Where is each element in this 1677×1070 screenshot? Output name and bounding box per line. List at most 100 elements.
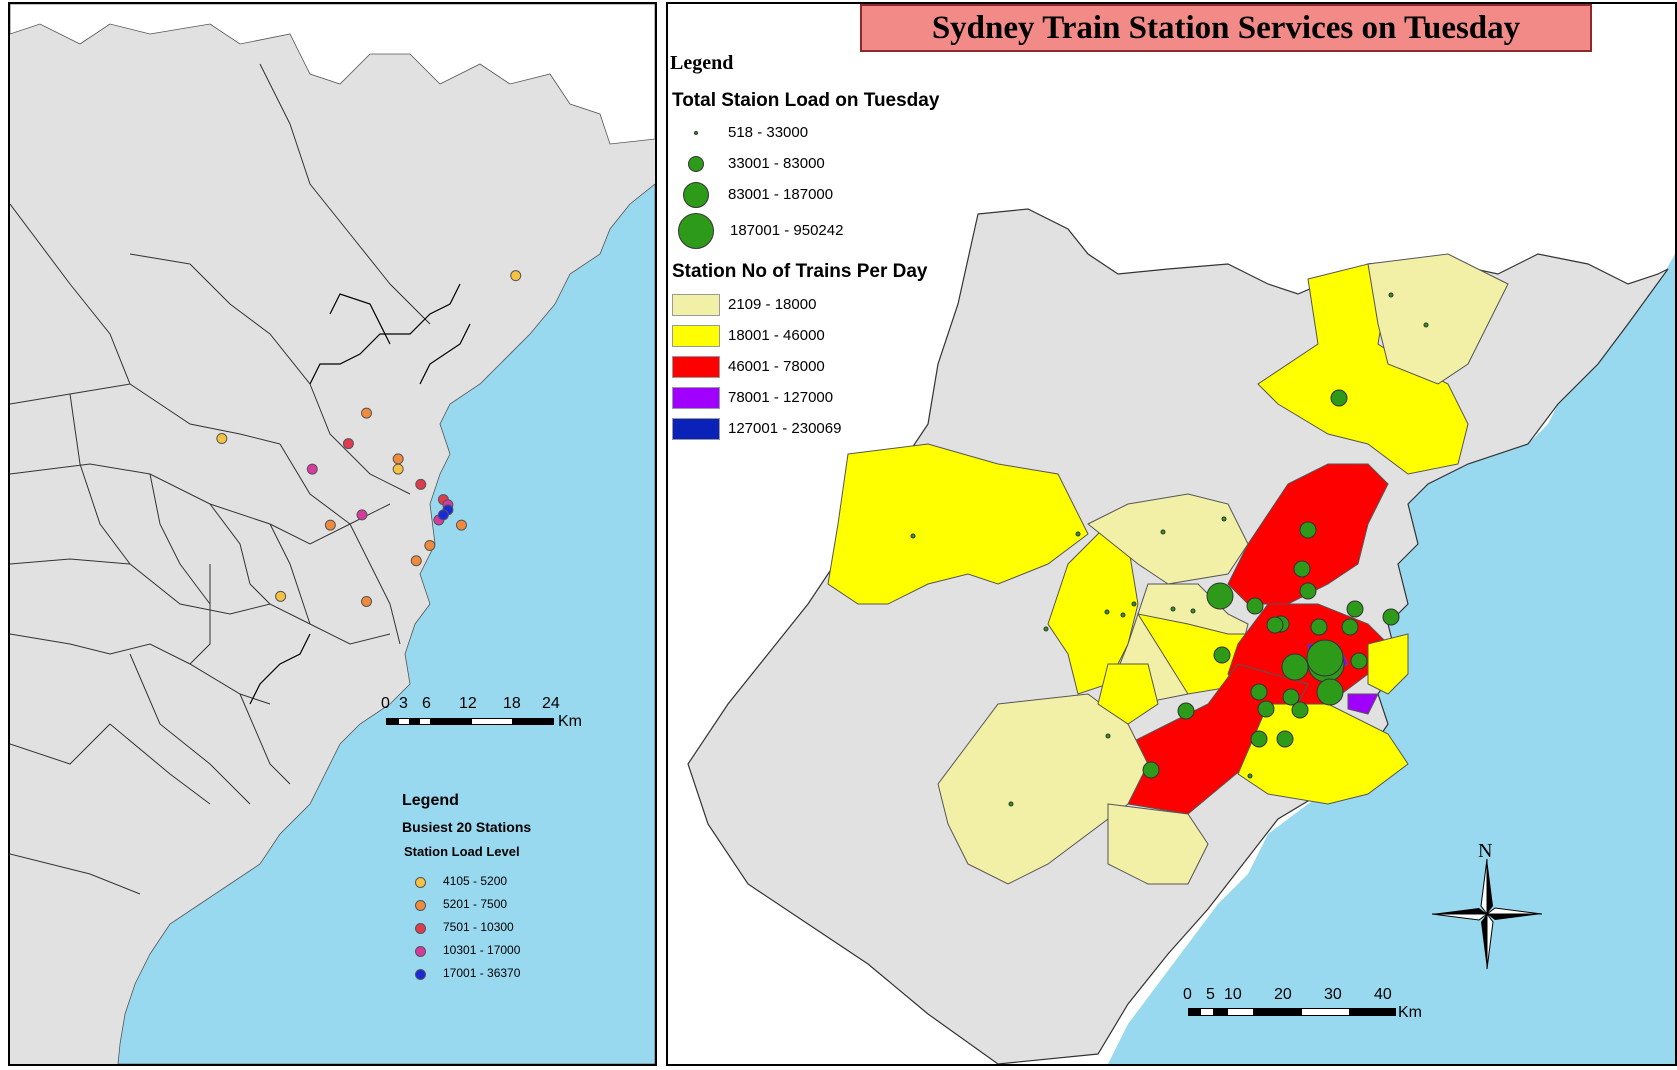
legend-swatch <box>415 900 426 911</box>
station-load-marker <box>1104 609 1110 615</box>
load-legend-symbol <box>678 213 714 249</box>
left-scale-unit: Km <box>558 713 582 730</box>
station-load-marker <box>1293 560 1311 578</box>
station-load-marker <box>1131 601 1137 607</box>
station-marker <box>356 509 368 521</box>
station-marker <box>324 519 336 531</box>
station-load-marker <box>1423 322 1429 328</box>
station-marker <box>392 463 404 475</box>
trains-legend-label: 18001 - 46000 <box>728 327 825 344</box>
station-load-marker <box>1291 701 1309 719</box>
legend-label: 7501 - 10300 <box>443 920 514 934</box>
legend-swatch <box>415 877 426 888</box>
region-polygon <box>1237 703 1409 805</box>
right-scale-tick-3: 20 <box>1274 986 1292 1003</box>
right-legend-heading: Legend <box>670 52 734 74</box>
station-load-marker <box>1177 702 1195 720</box>
station-marker <box>437 509 449 521</box>
right-stations <box>910 292 1429 807</box>
station-load-marker <box>1213 646 1231 664</box>
station-load-marker <box>1246 597 1264 615</box>
station-load-marker <box>1310 618 1328 636</box>
station-load-marker <box>1350 652 1368 670</box>
station-marker <box>415 478 427 490</box>
sea-area <box>1108 254 1675 1064</box>
station-load-marker <box>1160 529 1166 535</box>
trains-legend-swatch <box>672 294 720 316</box>
right-scale-unit: Km <box>1398 1004 1422 1021</box>
load-legend-title: Total Staion Load on Tuesday <box>672 90 940 111</box>
legend-label: 17001 - 36370 <box>443 966 521 980</box>
legend-label: 5201 - 7500 <box>443 897 508 911</box>
station-load-marker <box>1170 606 1176 612</box>
station-load-marker <box>1266 616 1284 634</box>
load-legend-label: 518 - 33000 <box>728 124 809 141</box>
lga-boundaries <box>10 63 431 895</box>
left-legend-heading: Legend <box>402 792 459 809</box>
right-scale-tick-5: 40 <box>1374 986 1392 1003</box>
station-load-marker <box>1206 582 1234 610</box>
left-scale-tick-5: 24 <box>542 695 560 712</box>
left-scale-tick-3: 12 <box>459 695 477 712</box>
left-scale-tick-4: 18 <box>503 695 521 712</box>
load-legend-symbol <box>694 131 698 135</box>
station-load-marker <box>1120 612 1126 618</box>
right-scale-tick-1: 5 <box>1206 986 1215 1003</box>
station-load-marker <box>1341 618 1359 636</box>
station-marker <box>410 555 422 567</box>
region-polygon <box>827 443 1089 605</box>
station-load-marker <box>1330 389 1348 407</box>
region-polygon <box>1367 633 1409 695</box>
right-scale-tick-4: 30 <box>1324 986 1342 1003</box>
load-legend-symbol <box>683 182 709 208</box>
left-map <box>10 4 655 1064</box>
trains-legend-swatch <box>672 325 720 347</box>
station-load-marker <box>1299 521 1317 539</box>
left-scale-tick-1: 3 <box>399 695 408 712</box>
legend-label: 10301 - 17000 <box>443 943 521 957</box>
left-map-panel: 0 3 6 12 18 24 Km Legend Busiest 20 Stat… <box>8 2 657 1066</box>
station-marker <box>275 590 287 602</box>
legend-swatch <box>415 923 426 934</box>
station-load-marker <box>1221 516 1227 522</box>
load-legend-label: 187001 - 950242 <box>730 222 844 239</box>
left-scale-tick-0: 0 <box>381 695 390 712</box>
region-polygon <box>1347 693 1379 715</box>
station-load-marker <box>1250 683 1268 701</box>
trains-legend-label: 78001 - 127000 <box>728 389 834 406</box>
region-polygon <box>1367 253 1509 385</box>
right-scale-tick-0: 0 <box>1183 986 1192 1003</box>
station-marker <box>392 453 404 465</box>
right-scale-bar <box>1188 1008 1396 1016</box>
map-title: Sydney Train Station Services on Tuesday <box>860 4 1592 52</box>
station-load-marker <box>1282 688 1300 706</box>
station-load-marker <box>1250 730 1268 748</box>
region-polygon <box>1097 663 1159 725</box>
station-marker <box>361 595 373 607</box>
trains-legend-title: Station No of Trains Per Day <box>672 261 928 282</box>
station-load-marker <box>1190 608 1196 614</box>
left-legend-subheading: Busiest 20 Stations <box>402 819 532 835</box>
legend-swatch <box>415 969 426 980</box>
land-north-boundary <box>10 4 655 145</box>
trains-legend-label: 127001 - 230069 <box>728 420 842 437</box>
trains-legend-swatch <box>672 387 720 409</box>
station-load-marker <box>1247 773 1253 779</box>
station-load-marker <box>1346 600 1364 618</box>
station-marker <box>342 438 354 450</box>
station-marker <box>361 407 373 419</box>
station-load-marker <box>1299 582 1317 600</box>
trains-legend-label: 46001 - 78000 <box>728 358 825 375</box>
station-marker <box>455 519 467 531</box>
north-label: N <box>1478 840 1493 862</box>
station-marker <box>424 539 436 551</box>
station-load-marker <box>910 533 916 539</box>
station-load-marker <box>1388 292 1394 298</box>
trains-legend-swatch <box>672 356 720 378</box>
legend-label: 4105 - 5200 <box>443 874 508 888</box>
station-load-marker <box>1316 678 1344 706</box>
station-marker <box>306 463 318 475</box>
load-legend-symbol <box>688 156 704 172</box>
left-scale-tick-2: 6 <box>422 695 431 712</box>
trains-legend-swatch <box>672 418 720 440</box>
